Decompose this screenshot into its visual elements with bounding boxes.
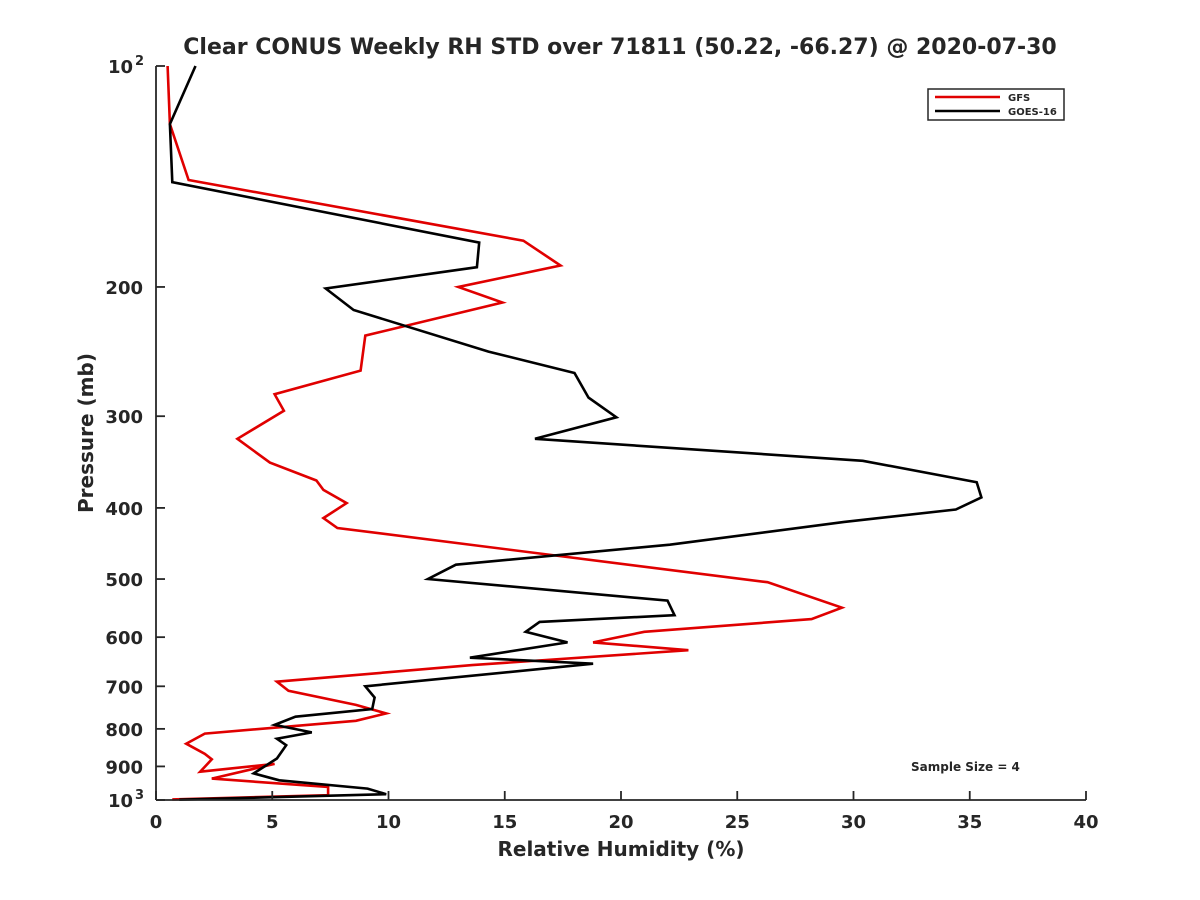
x-tick-label: 20	[608, 812, 633, 833]
series-line-goes16	[168, 65, 983, 801]
x-tick-label: 15	[492, 812, 517, 833]
x-ticks: 0 5 10 15 20 25 30 35 40	[150, 791, 1099, 833]
y-tick-label: 10	[108, 57, 133, 78]
x-tick-label: 35	[957, 812, 982, 833]
chart-title: Clear CONUS Weekly RH STD over 71811 (50…	[183, 35, 1056, 60]
legend: GFS GOES-16	[927, 88, 1065, 121]
x-tick-label: 0	[150, 812, 163, 833]
y-tick-label: 700	[105, 677, 143, 698]
plot-frame	[156, 66, 1086, 800]
y-tick-label: 200	[105, 278, 143, 299]
sample-size-annotation: Sample Size = 4	[911, 760, 1020, 774]
y-tick-exponent: 3	[135, 788, 144, 803]
x-tick-label: 40	[1073, 812, 1098, 833]
y-tick-label: 10	[108, 791, 133, 812]
y-tick-label: 400	[105, 499, 143, 520]
y-axis-label: Pressure (mb)	[74, 353, 98, 513]
x-tick-label: 10	[376, 812, 401, 833]
legend-box	[927, 88, 1065, 121]
y-tick-label: 500	[105, 570, 143, 591]
series-layer	[166, 65, 983, 801]
series-line-gfs	[166, 65, 846, 801]
y-tick-exponent: 2	[135, 54, 144, 69]
y-tick-label: 600	[105, 628, 143, 649]
y-tick-label: 900	[105, 757, 143, 778]
x-tick-label: 30	[841, 812, 866, 833]
x-tick-label: 5	[266, 812, 279, 833]
y-tick-label: 300	[105, 407, 143, 428]
x-axis-label: Relative Humidity (%)	[497, 837, 744, 861]
legend-label-gfs: GFS	[1008, 93, 1030, 104]
x-tick-label: 25	[725, 812, 750, 833]
legend-label-goes16: GOES-16	[1008, 107, 1057, 118]
y-tick-label: 800	[105, 720, 143, 741]
